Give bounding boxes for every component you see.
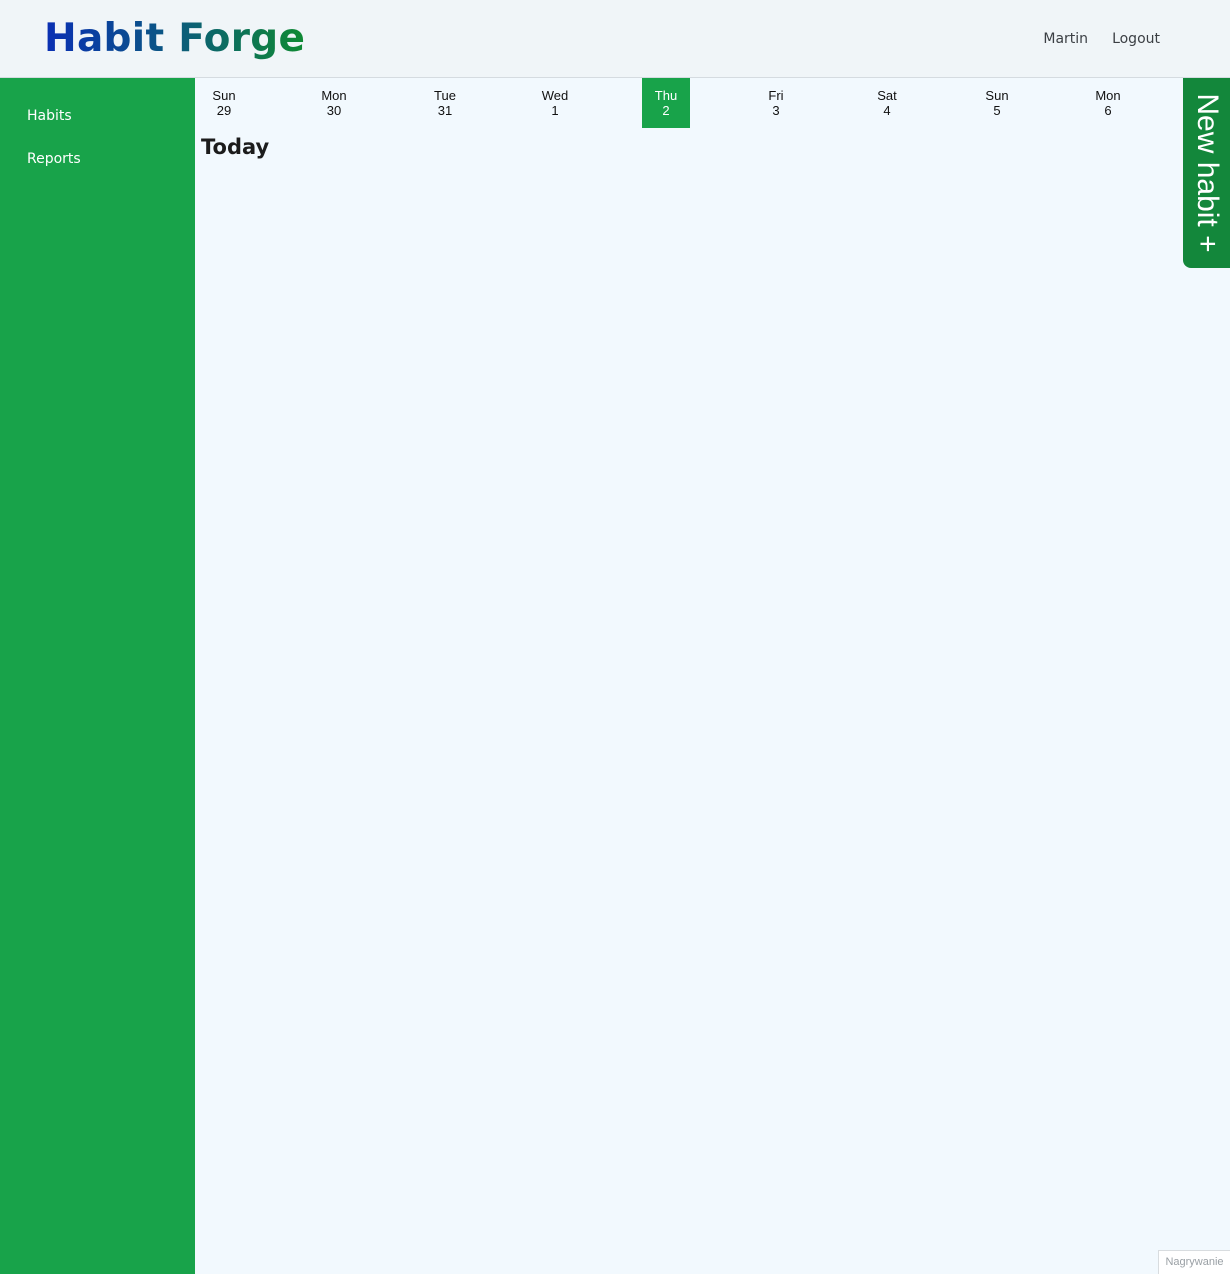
day-weekday: Tue bbox=[434, 88, 456, 103]
new-habit-label: New habit + bbox=[1190, 93, 1224, 253]
day-weekday: Sun bbox=[212, 88, 236, 103]
day-thu-2-selected[interactable]: Thu 2 bbox=[642, 78, 690, 128]
header-nav: Martin Logout bbox=[1043, 29, 1160, 49]
day-date: 29 bbox=[216, 103, 232, 118]
day-weekday: Mon bbox=[321, 88, 347, 103]
day-tue-31[interactable]: Tue 31 bbox=[421, 78, 469, 128]
day-weekday: Sun bbox=[985, 88, 1009, 103]
main-content: Sun 29 Mon 30 Tue 31 Wed 1 Thu 2 Fri 3 bbox=[195, 78, 1230, 1274]
day-weekday: Sat bbox=[877, 88, 897, 103]
today-heading: Today bbox=[201, 135, 270, 159]
day-date: 2 bbox=[662, 103, 670, 118]
recording-badge: Nagrywanie bbox=[1158, 1250, 1230, 1274]
day-date: 30 bbox=[326, 103, 342, 118]
day-date: 6 bbox=[1104, 103, 1112, 118]
day-weekday: Mon bbox=[1095, 88, 1121, 103]
day-weekday: Thu bbox=[654, 88, 678, 103]
app-logo[interactable]: Habit Forge bbox=[44, 12, 305, 66]
day-date: 4 bbox=[883, 103, 891, 118]
day-mon-30[interactable]: Mon 30 bbox=[310, 78, 358, 128]
day-sun-5[interactable]: Sun 5 bbox=[973, 78, 1021, 128]
logout-link[interactable]: Logout bbox=[1112, 31, 1160, 47]
sidebar-item-reports[interactable]: Reports bbox=[27, 151, 81, 167]
sidebar: Habits Reports bbox=[0, 78, 195, 1274]
new-habit-button[interactable]: New habit + bbox=[1183, 78, 1230, 268]
day-mon-6[interactable]: Mon 6 bbox=[1084, 78, 1132, 128]
day-weekday: Wed bbox=[541, 88, 569, 103]
day-date: 5 bbox=[993, 103, 1001, 118]
top-header: Habit Forge Martin Logout bbox=[0, 0, 1230, 78]
day-fri-3[interactable]: Fri 3 bbox=[752, 78, 800, 128]
day-date: 3 bbox=[772, 103, 780, 118]
day-strip: Sun 29 Mon 30 Tue 31 Wed 1 Thu 2 Fri 3 bbox=[195, 78, 1183, 128]
sidebar-item-habits[interactable]: Habits bbox=[27, 108, 72, 124]
day-sat-4[interactable]: Sat 4 bbox=[863, 78, 911, 128]
day-sun-29[interactable]: Sun 29 bbox=[200, 78, 248, 128]
day-wed-1[interactable]: Wed 1 bbox=[531, 78, 579, 128]
day-date: 1 bbox=[551, 103, 559, 118]
day-date: 31 bbox=[437, 103, 453, 118]
user-name-link[interactable]: Martin bbox=[1043, 31, 1089, 47]
day-weekday: Fri bbox=[768, 88, 784, 103]
